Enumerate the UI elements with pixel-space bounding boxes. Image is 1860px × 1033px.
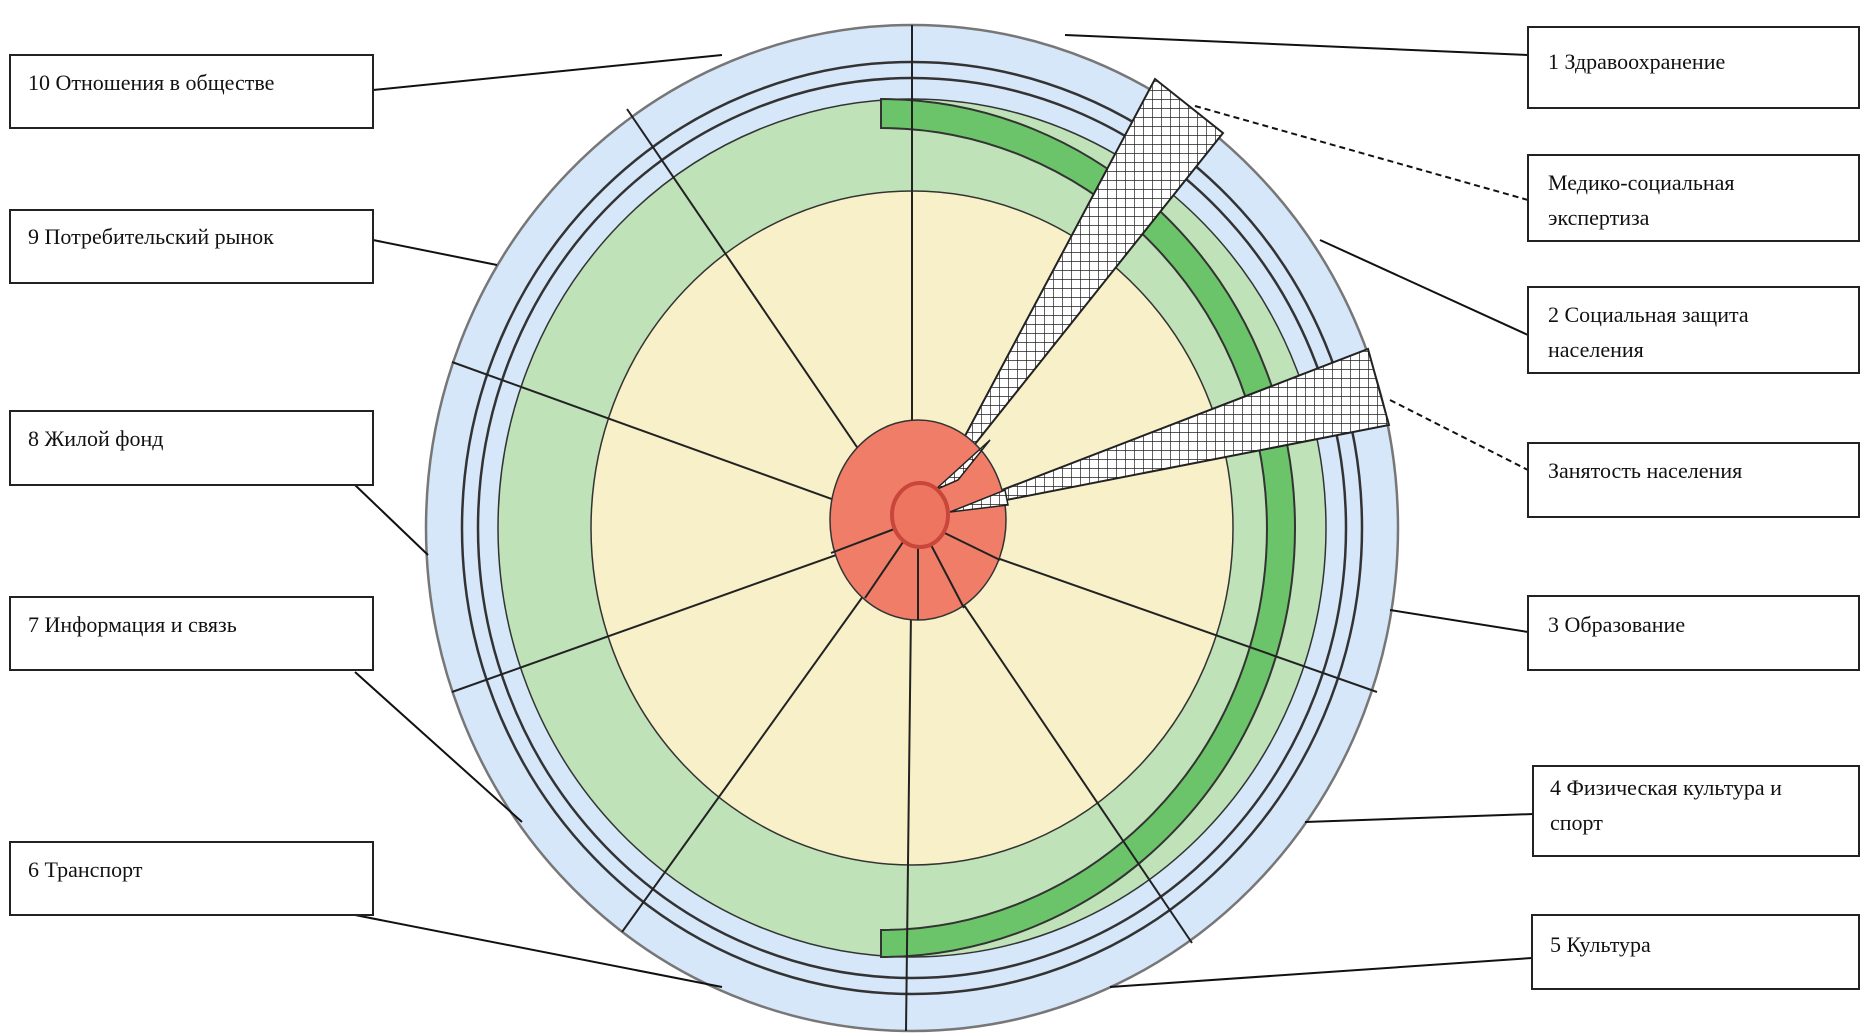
leader-emp: [1389, 399, 1529, 471]
leader-1: [1064, 34, 1529, 56]
label-housing: 8 Жилой фонд: [28, 426, 163, 451]
highlight-arc: [880, 97, 1296, 959]
leader-5: [1109, 957, 1533, 988]
label-social-protection-line1: 2 Социальная защита: [1548, 302, 1749, 327]
label-frame: [9, 841, 374, 916]
leader-9: [372, 239, 498, 266]
label-frame: [1527, 26, 1860, 109]
label-society: 10 Отношения в обществе: [28, 70, 274, 95]
label-box-employment: Занятость населения: [1527, 442, 1860, 518]
label-box-9: 9 Потребительский рынок: [9, 209, 374, 284]
leader-7: [354, 671, 523, 823]
label-culture: 5 Культура: [1550, 932, 1651, 957]
label-med-expertise-line1: Медико-социальная: [1548, 170, 1735, 195]
label-information: 7 Информация и связь: [28, 612, 237, 637]
label-social-protection-line2: населения: [1548, 337, 1644, 362]
label-employment: Занятость населения: [1548, 458, 1742, 483]
label-sport-line2: спорт: [1550, 810, 1603, 835]
label-box-med-expertise: Медико-социальная экспертиза: [1527, 154, 1860, 242]
label-med-expertise-line2: экспертиза: [1548, 205, 1650, 230]
label-education: 3 Образование: [1548, 612, 1685, 637]
leader-10: [372, 54, 723, 91]
label-consumer-market: 9 Потребительский рынок: [28, 224, 274, 249]
label-frame: [1527, 154, 1860, 242]
label-transport: 6 Транспорт: [28, 857, 143, 882]
label-frame: [9, 54, 374, 129]
leader-2: [1319, 239, 1529, 336]
label-sport-line1: 4 Физическая культура и: [1550, 775, 1782, 800]
label-box-6: 6 Транспорт: [9, 841, 374, 916]
hatched-wedge-med-expertise: [931, 77, 1225, 499]
label-frame: [1527, 286, 1860, 374]
leader-4: [1304, 813, 1534, 823]
label-box-3: 3 Образование: [1527, 595, 1860, 671]
label-frame: [9, 596, 374, 671]
hatched-wedge-tip-1: [934, 439, 991, 491]
label-frame: [1527, 442, 1860, 518]
leader-6: [354, 914, 723, 988]
center-dot: [890, 481, 950, 549]
label-frame: [9, 209, 374, 284]
hatched-wedge-employment: [944, 347, 1391, 513]
label-frame: [1532, 765, 1860, 857]
leader-3: [1389, 609, 1529, 633]
label-box-4: 4 Физическая культура и спорт: [1532, 765, 1860, 857]
leader-med: [1194, 105, 1529, 201]
hatched-wedge-tip-2: [949, 488, 1009, 513]
label-box-2: 2 Социальная защита населения: [1527, 286, 1860, 374]
leader-8: [354, 484, 429, 556]
label-box-8: 8 Жилой фонд: [9, 410, 374, 486]
label-frame: [1527, 595, 1860, 671]
label-box-7: 7 Информация и связь: [9, 596, 374, 671]
label-frame: [1531, 914, 1860, 990]
label-box-1: 1 Здравоохранение: [1527, 26, 1860, 109]
label-healthcare: 1 Здравоохранение: [1548, 49, 1725, 74]
label-frame: [9, 410, 374, 486]
label-box-10: 10 Отношения в обществе: [9, 54, 374, 129]
label-box-5: 5 Культура: [1531, 914, 1860, 990]
leader-lines: [354, 34, 1534, 988]
